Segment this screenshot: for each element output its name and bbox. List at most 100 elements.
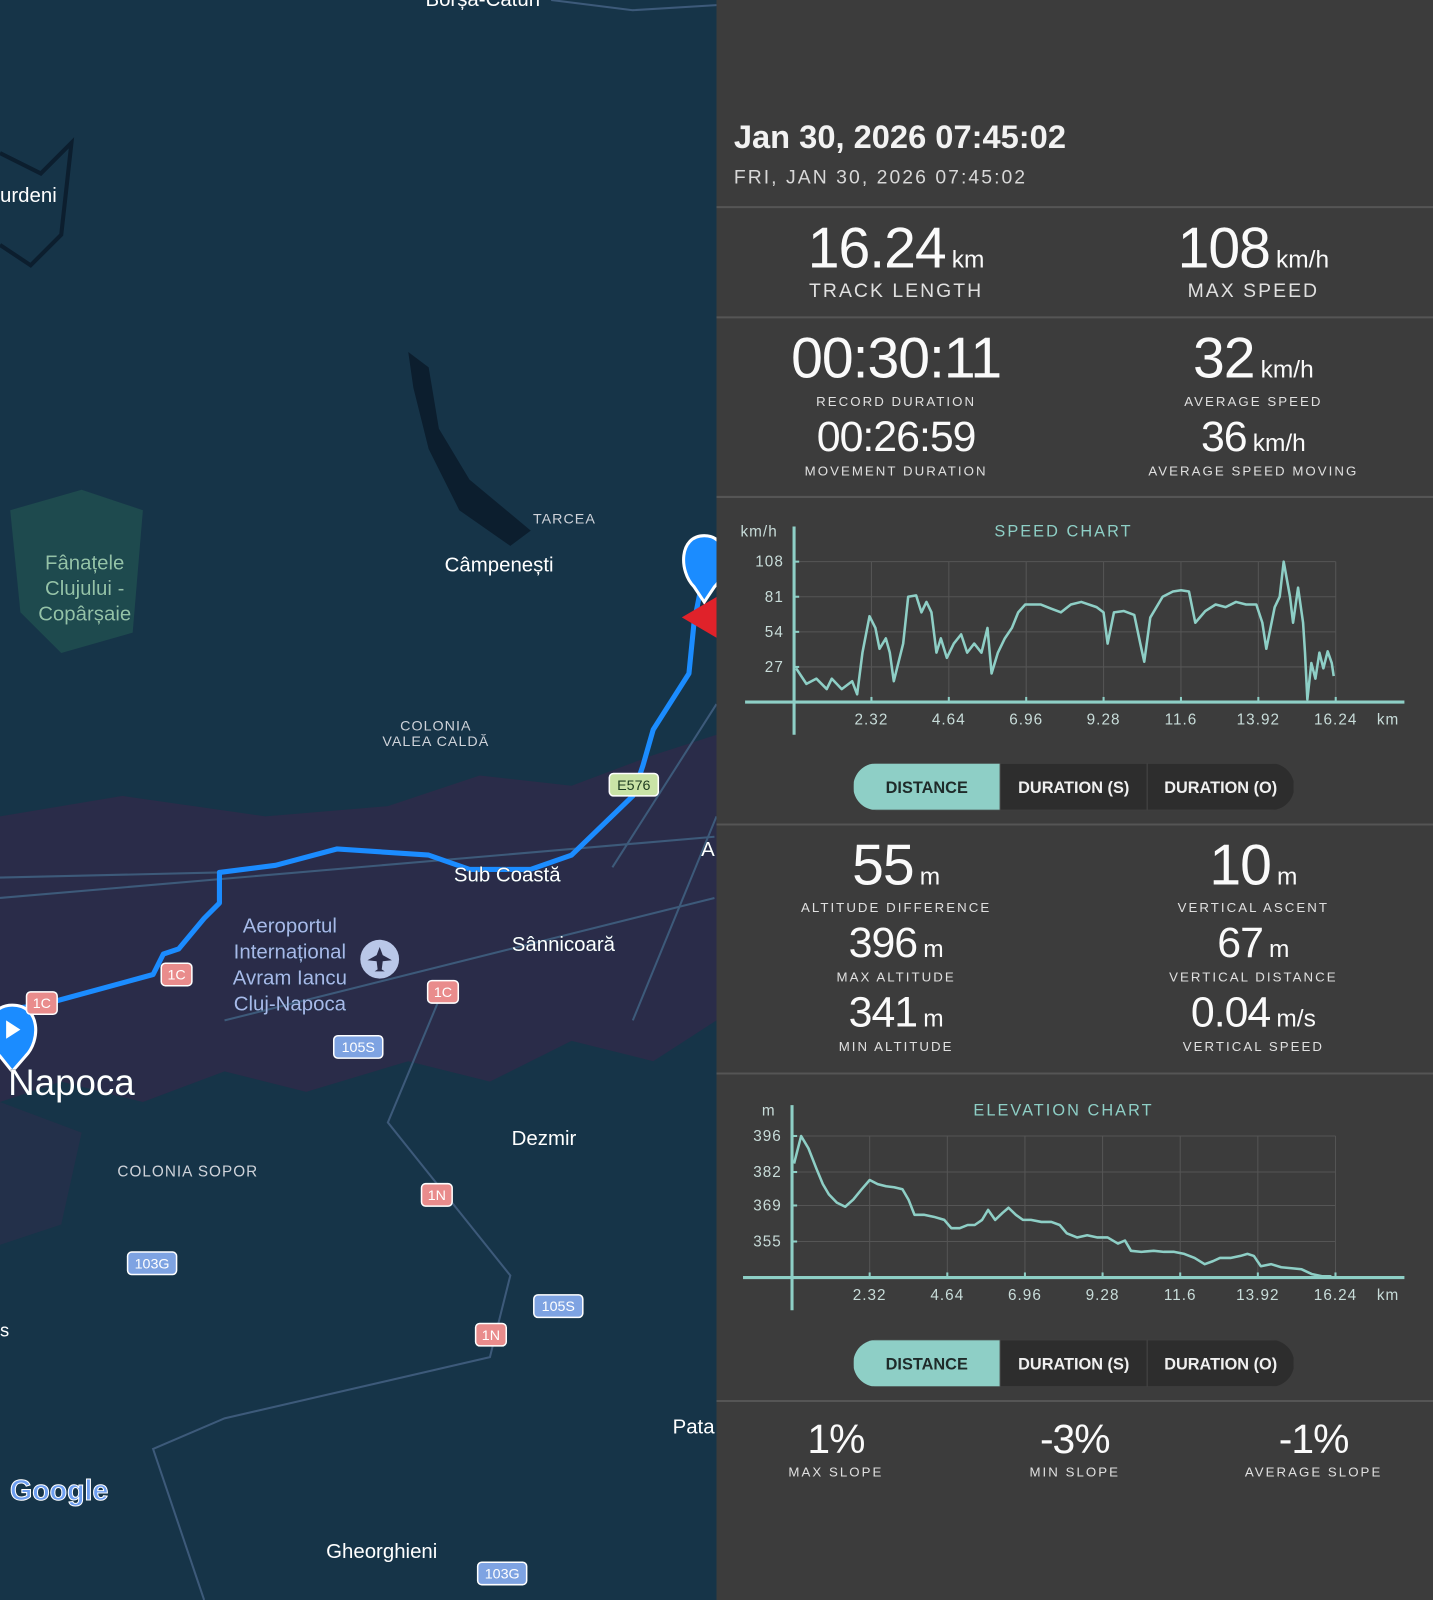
place-label: Dezmir — [512, 1128, 577, 1150]
stat-label: TRACK LENGTH — [809, 280, 983, 302]
stat-value: 00:30:11 — [791, 327, 1001, 391]
stat-number: 1% — [807, 1416, 864, 1462]
stat-label: MOVEMENT DURATION — [805, 464, 988, 479]
tab-bar: DISTANCE DURATION (S) DURATION (O) — [853, 763, 1295, 811]
tab-button[interactable] — [1146, 763, 1295, 811]
stat-label: VERTICAL ASCENT — [1178, 900, 1329, 915]
stat-number: 55 — [852, 834, 914, 898]
road-shield — [533, 1294, 584, 1319]
place-label: Pata — [673, 1417, 716, 1439]
stat-value: -3% — [1040, 1416, 1110, 1462]
place-label: COLONIA — [400, 719, 471, 735]
road-shield — [474, 1322, 508, 1347]
x-tick-label: 2.32 — [855, 711, 889, 728]
x-tick-label: 16.24 — [1314, 1287, 1357, 1304]
place-label: Borșa-Cătun — [425, 0, 540, 11]
tab-label[interactable]: DURATION (O) — [1164, 1355, 1277, 1373]
stat-value: 16.24 km — [808, 216, 985, 280]
road-shield — [126, 1251, 178, 1276]
place-label: Clujului - — [45, 578, 124, 600]
stat-number: 396 — [849, 919, 917, 967]
road-shield — [332, 1034, 384, 1059]
tab-bar: DISTANCE DURATION (S) DURATION (O) — [853, 1339, 1295, 1387]
stat-value: 341 m — [849, 989, 944, 1037]
stat-value: 1% — [807, 1416, 864, 1462]
stat-number: 67 — [1217, 919, 1263, 967]
park — [10, 489, 143, 654]
stat-value: 36 km/h — [1201, 413, 1306, 461]
road-shield — [608, 772, 660, 797]
tab-button[interactable] — [1146, 1339, 1295, 1387]
place-label: Cluj-Napoca — [234, 994, 347, 1016]
stat-unit: km/h — [1253, 430, 1306, 457]
road-shield-label: 1N — [482, 1328, 500, 1344]
x-tick-label: 4.64 — [930, 1287, 964, 1304]
stat-label: MIN SLOPE — [1029, 1465, 1120, 1480]
map-labels: Borșa-Cătun urdeni Fânațele Clujului - Copâr… — [0, 0, 716, 1586]
stat-unit: m — [1277, 864, 1297, 891]
stat-label: MAX SPEED — [1188, 280, 1319, 302]
place-label: Avram Iancu — [233, 968, 347, 990]
subtitle: FRI, JAN 30, 2026 07:45:02 — [734, 167, 1027, 189]
stat-value: 00:26:59 — [817, 413, 976, 461]
place-label: Aeroportul — [243, 916, 337, 938]
x-tick-label: 9.28 — [1087, 711, 1121, 728]
y-tick-label: 396 — [753, 1128, 782, 1145]
road-shield-label: E576 — [617, 778, 650, 794]
chart-title: ELEVATION CHART — [973, 1101, 1153, 1119]
place-label: Internațional — [234, 942, 346, 964]
stat-label: MIN ALTITUDE — [839, 1039, 954, 1054]
stat-label: MAX SLOPE — [788, 1465, 883, 1480]
road-shield — [160, 962, 193, 987]
y-tick-label: 81 — [765, 589, 784, 606]
road-shield-label: 105S — [342, 1040, 375, 1056]
stat-value: 396 m — [849, 919, 944, 967]
chart: ELEVATION CHART m km 355 369 382 396 2.32 4.64 6.… — [743, 1101, 1405, 1387]
stat-label: MAX ALTITUDE — [837, 970, 956, 985]
place-label: TARCEA — [533, 511, 596, 527]
stat-value: 32 km/h — [1193, 327, 1314, 391]
x-tick-label: 2.32 — [853, 1287, 887, 1304]
stat-number: 108 — [1178, 216, 1270, 280]
x-tick-label: 6.96 — [1008, 1287, 1042, 1304]
road — [0, 0, 717, 1600]
stat-value: 67 m — [1217, 919, 1289, 967]
place-label: Gheorghieni — [326, 1541, 437, 1563]
y-tick-label: 369 — [753, 1198, 782, 1215]
x-tick-label: 13.92 — [1237, 711, 1280, 728]
y-unit: m — [762, 1102, 776, 1119]
tab-button[interactable] — [853, 1339, 1001, 1387]
stat-label: VERTICAL DISTANCE — [1169, 970, 1337, 985]
stat-value: 55 m — [852, 834, 940, 898]
x-tick-label: 4.64 — [932, 711, 966, 728]
road-shield-label: 103G — [485, 1567, 520, 1583]
road-shield — [476, 1561, 528, 1586]
stat-unit: m — [1269, 936, 1289, 963]
x-tick-label: 6.96 — [1009, 711, 1043, 728]
stat-unit: km/h — [1276, 246, 1329, 273]
stat-number: 32 — [1193, 327, 1255, 391]
stat-label: AVERAGE SPEED — [1184, 394, 1322, 409]
stat-label: AVERAGE SPEED MOVING — [1148, 464, 1358, 479]
stat-value: 0.04 m/s — [1191, 989, 1316, 1037]
stat-unit: m — [923, 1006, 943, 1033]
title: Jan 30, 2026 07:45:02 — [734, 118, 1066, 155]
tab-button[interactable] — [853, 763, 1001, 811]
x-tick-label: 11.6 — [1164, 1287, 1197, 1304]
y-tick-label: 27 — [765, 659, 784, 676]
tab-label[interactable]: DURATION (S) — [1018, 1355, 1129, 1373]
end-marker[interactable] — [682, 534, 725, 605]
tab-label[interactable]: DURATION (S) — [1018, 779, 1129, 797]
road-shield-label: 1C — [167, 968, 185, 984]
stat-value: 108 km/h — [1178, 216, 1329, 280]
tab-label[interactable]: DISTANCE — [886, 779, 968, 797]
chart: SPEED CHART km/h km 27 54 81 108 2.32 4.64 6.96 9.… — [741, 523, 1405, 811]
stat-number: -1% — [1279, 1416, 1349, 1462]
road-shield-label: 1C — [434, 985, 452, 1001]
tab-label[interactable]: DISTANCE — [886, 1355, 968, 1373]
road-shield-label: 103G — [135, 1256, 170, 1272]
map[interactable]: Borșa-Cătun urdeni Fânațele Clujului - Copâr… — [0, 0, 725, 1600]
tab-label[interactable]: DURATION (O) — [1164, 779, 1277, 797]
y-tick-label: 382 — [753, 1164, 782, 1181]
place-label: COLONIA SOPOR — [117, 1164, 258, 1181]
